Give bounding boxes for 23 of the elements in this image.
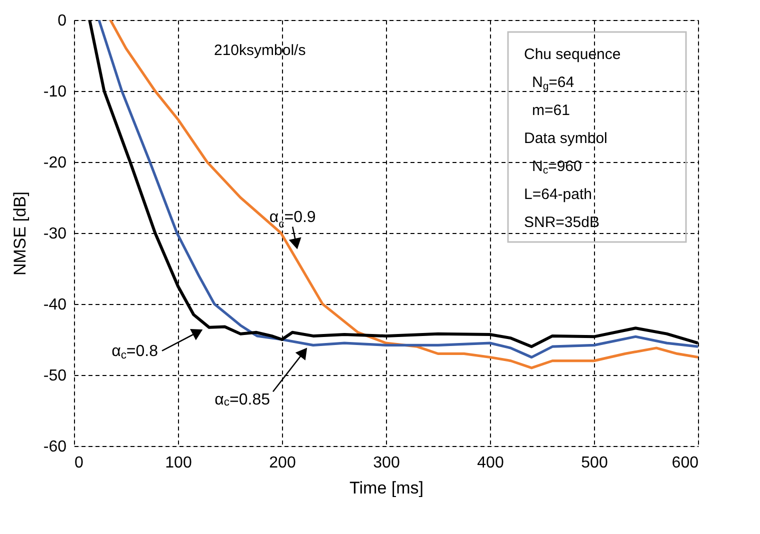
y-tick-label: -20 <box>43 154 67 172</box>
x-tick-label: 100 <box>165 454 192 472</box>
x-axis-title: Time [ms] <box>350 478 424 498</box>
x-tick-label: 0 <box>74 454 84 472</box>
annotation: αc=0.85 <box>214 392 270 409</box>
y-tick-label: -10 <box>43 84 67 100</box>
y-tick-label: -30 <box>43 226 67 242</box>
y-tick-label: -60 <box>43 438 67 456</box>
y-tick-label: -40 <box>43 296 67 314</box>
y-axis-title: NMSE [dB] <box>10 191 30 276</box>
y-tick-label: 0 <box>58 12 67 30</box>
x-tick-label: 200 <box>269 454 296 472</box>
annotation: Chu sequence <box>524 46 621 63</box>
annotation: SNR=35dB <box>524 214 600 231</box>
x-tick-label: 600 <box>672 454 699 472</box>
x-tick-label: 300 <box>373 454 400 472</box>
y-tick-label: -50 <box>43 368 67 384</box>
annotation: m=61 <box>532 102 570 119</box>
annotation: L=64-path <box>524 186 592 203</box>
x-tick-label: 400 <box>477 454 504 472</box>
annotation: Data symbol <box>524 130 608 147</box>
x-tick-label: 500 <box>581 454 608 472</box>
annotation: 210ksymbol/s <box>214 42 306 59</box>
